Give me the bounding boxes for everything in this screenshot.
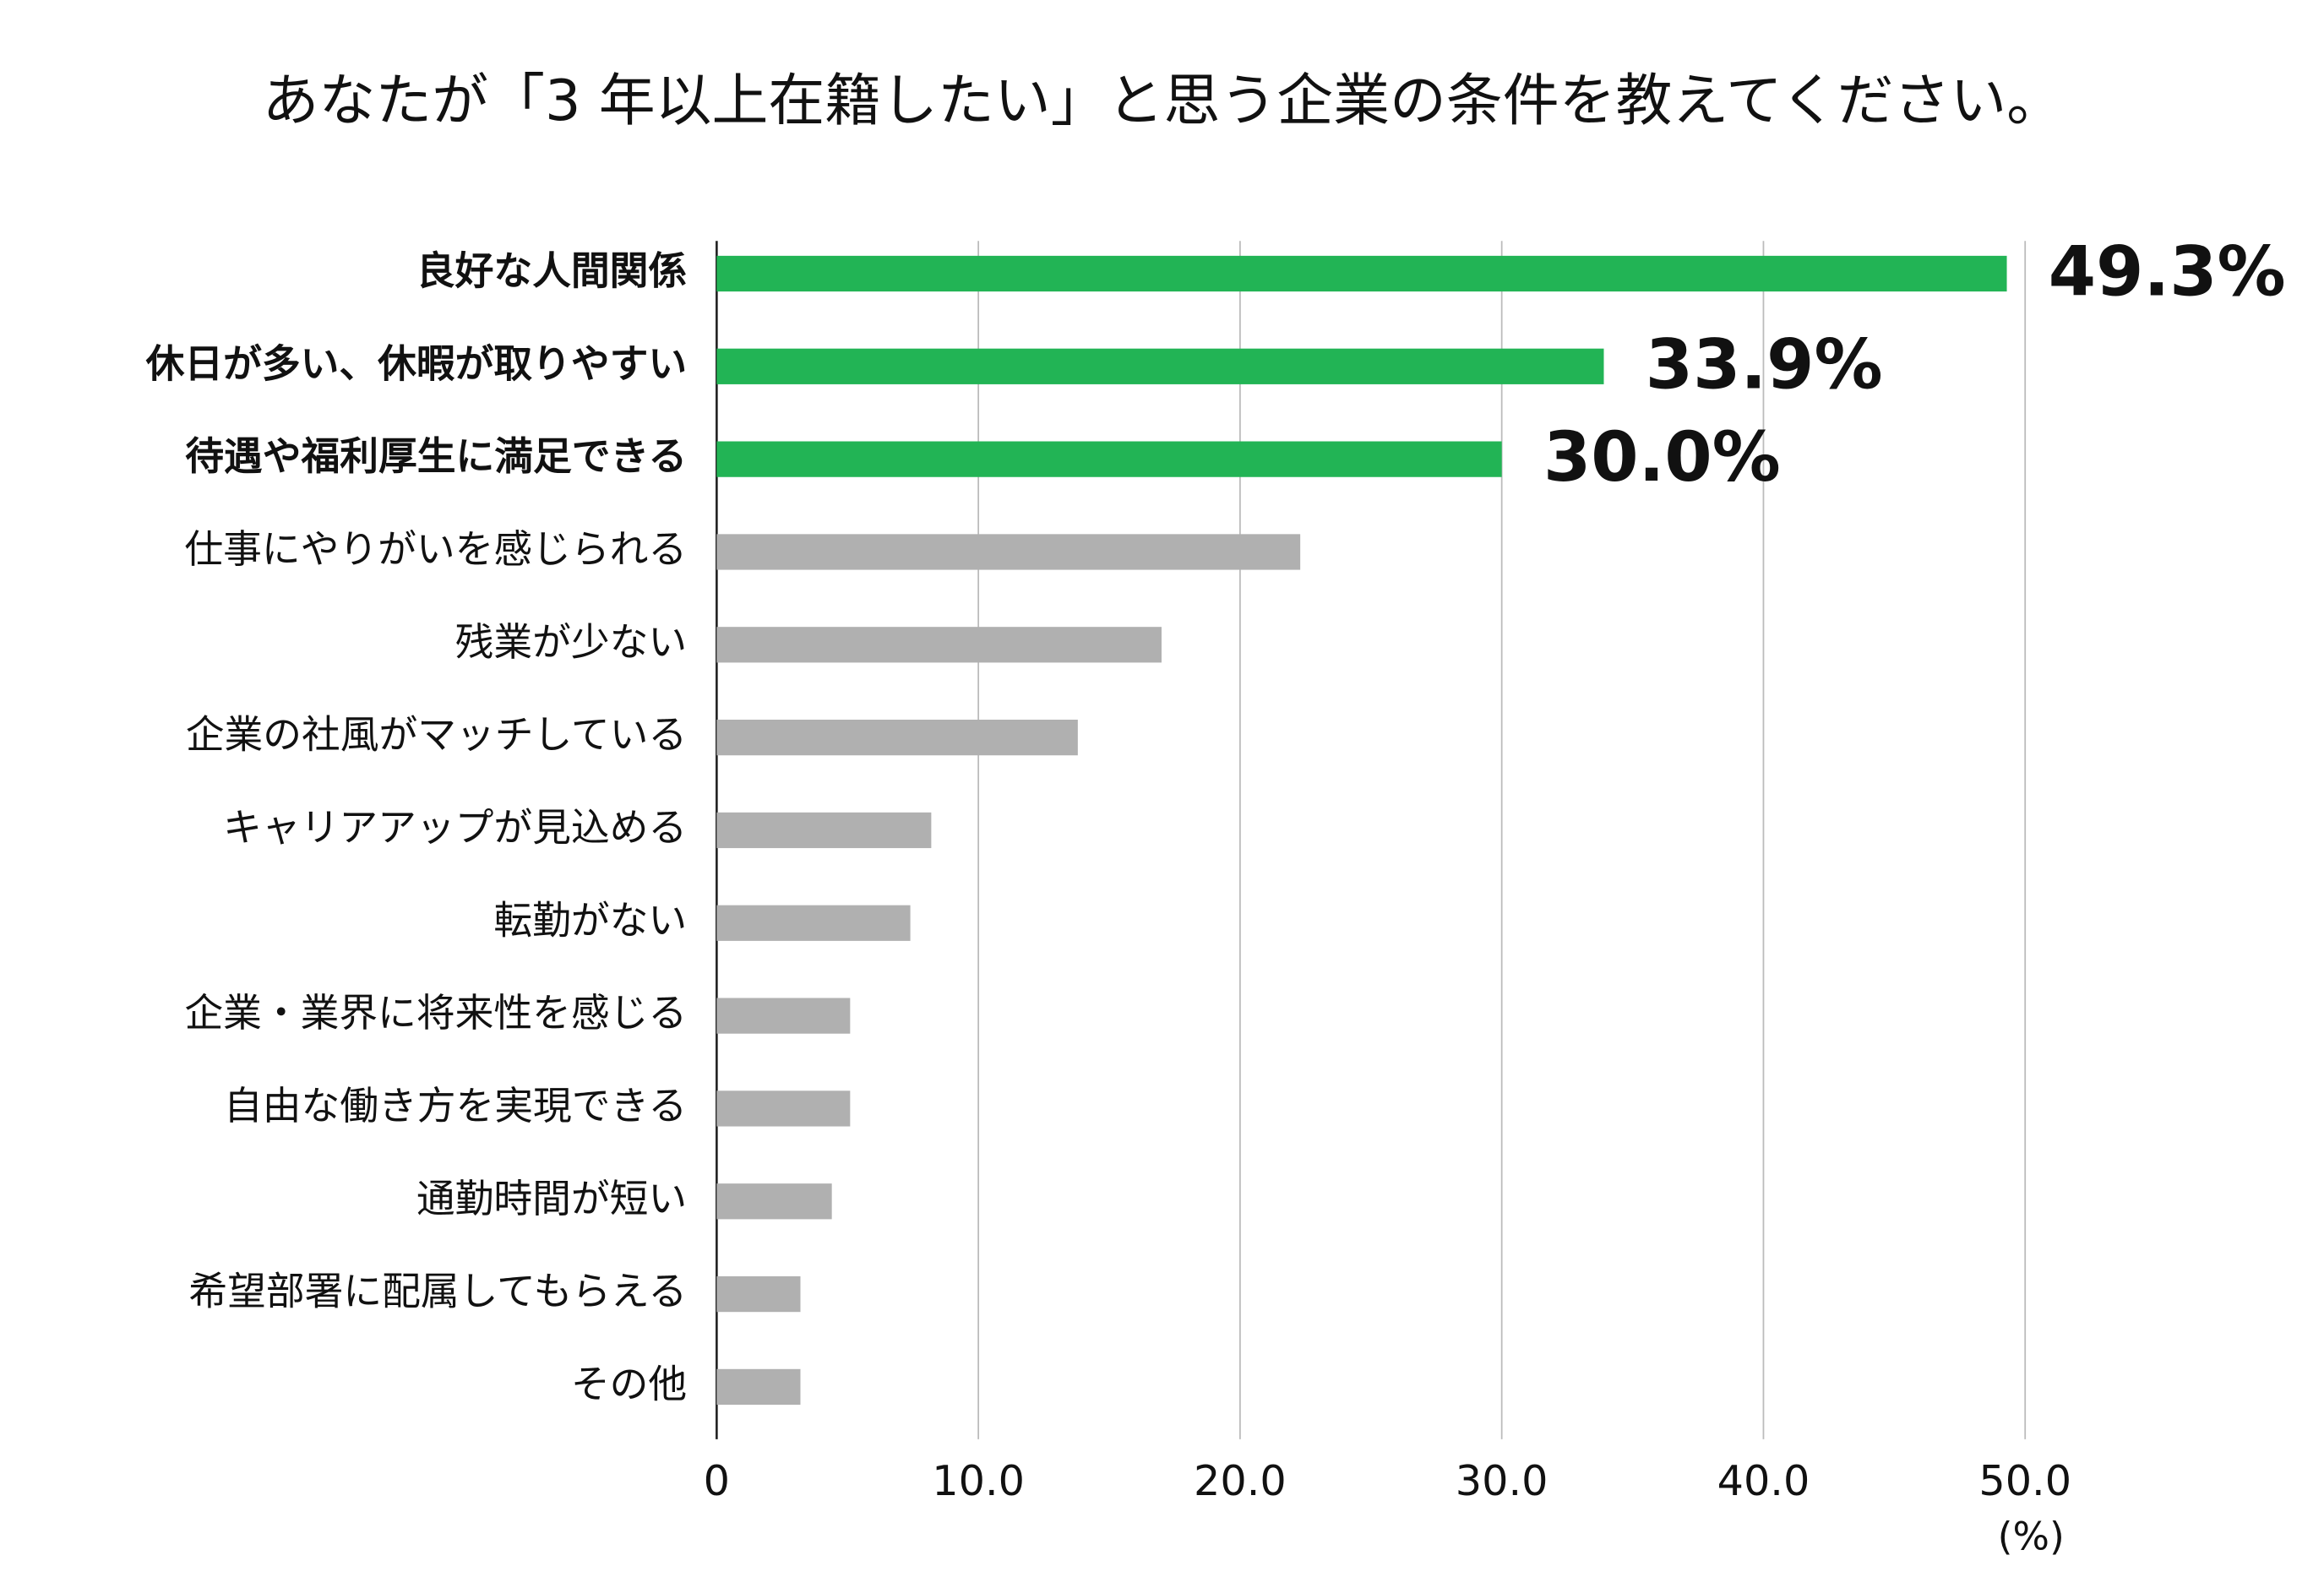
y-tick-label: 待遇や福利厚生に満足できる	[185, 434, 687, 479]
y-tick-label: 残業が少ない	[455, 620, 688, 665]
y-tick-label: 休日が多い、休暇が取りやすい	[145, 341, 687, 386]
bar	[716, 998, 851, 1034]
bar	[716, 255, 2007, 292]
bar	[716, 1275, 801, 1313]
x-tick-label: 40.0	[1717, 1456, 1810, 1505]
x-tick-label: 30.0	[1456, 1456, 1548, 1505]
bar	[716, 534, 1301, 570]
y-tick-label: 企業・業界に将来性を感じる	[184, 991, 687, 1036]
value-label: 49.3%	[2049, 232, 2286, 312]
y-tick-label: 通勤時間が短い	[416, 1177, 687, 1221]
bar	[716, 905, 911, 941]
y-tick-label: 転勤がない	[493, 898, 687, 943]
y-tick-label: キャリアアップが見込める	[223, 805, 687, 850]
bar	[716, 441, 1502, 477]
chart-title: あなたが「3 年以上在籍したい」と思う企業の条件を教えてください。	[263, 68, 2064, 133]
y-tick-label: 自由な働き方を実現できる	[224, 1084, 687, 1128]
value-label: 33.9%	[1646, 325, 1883, 405]
x-tick-label: 0	[704, 1456, 730, 1505]
bar	[716, 1090, 851, 1127]
y-tick-label: 希望部署に配属してもらえる	[188, 1270, 687, 1314]
x-tick-label: 20.0	[1194, 1456, 1287, 1505]
bar	[716, 348, 1604, 384]
bar	[716, 627, 1162, 663]
bar	[716, 719, 1078, 756]
y-tick-label: その他	[571, 1362, 687, 1406]
bar	[716, 812, 932, 849]
bar	[716, 1183, 832, 1220]
y-tick-label: 良好な人間関係	[416, 248, 687, 293]
y-tick-label: 仕事にやりがいを感じられる	[184, 527, 687, 572]
y-tick-label: 企業の社風がマッチしている	[186, 713, 687, 758]
x-tick-label: 50.0	[1978, 1456, 2071, 1505]
x-tick-label: 10.0	[932, 1456, 1025, 1505]
value-label: 30.0%	[1543, 418, 1781, 498]
x-axis-label: (%)	[1998, 1514, 2065, 1558]
bar	[716, 1368, 801, 1406]
